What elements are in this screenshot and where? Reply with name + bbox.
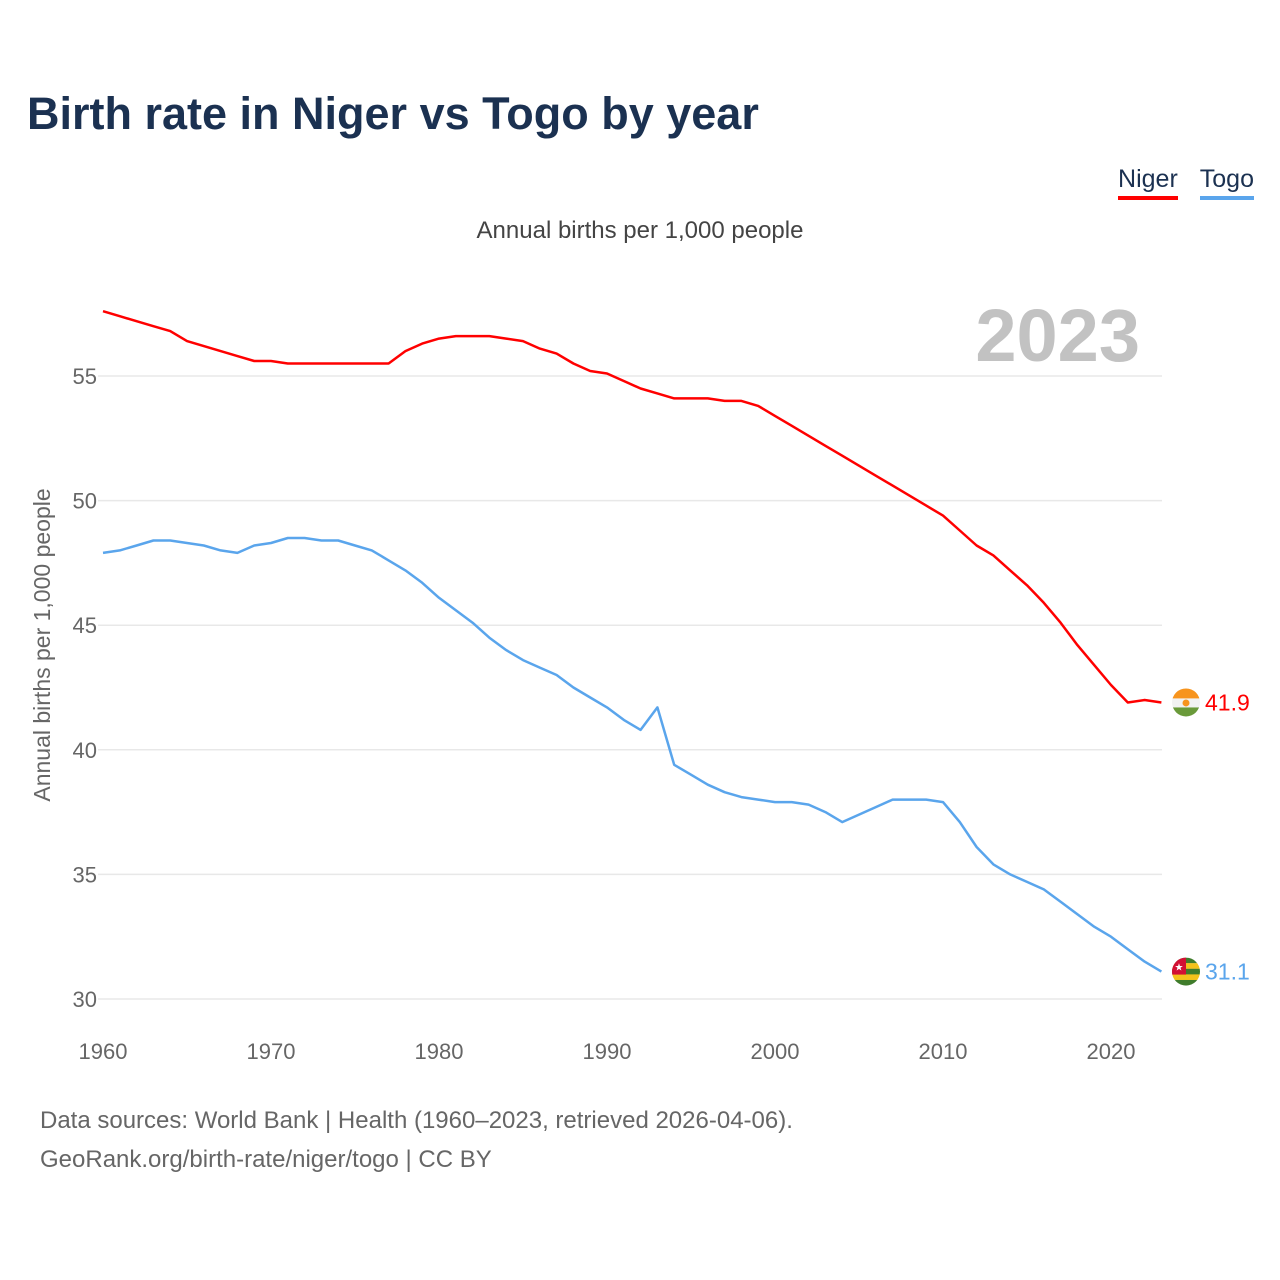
footer-sources: Data sources: World Bank | Health (1960–… [40,1107,793,1134]
togo-flag-icon: ★ [1172,957,1200,986]
chart-title: Birth rate in Niger vs Togo by year [27,88,759,139]
footer-credit[interactable]: GeoRank.org/birth-rate/niger/togo | CC B… [40,1146,492,1173]
y-tick-label: 45 [73,613,97,638]
x-tick-label: 1980 [415,1039,464,1064]
end-value-label-niger: 41.9 [1205,689,1250,715]
svg-text:★: ★ [1175,963,1184,974]
end-value-label-togo: 31.1 [1205,959,1250,985]
x-tick-label: 2020 [1087,1039,1136,1064]
legend-niger[interactable]: Niger [1118,165,1178,200]
y-tick-label: 35 [73,862,97,887]
y-tick-label: 40 [73,738,97,763]
niger-flag-icon [1172,688,1200,717]
y-tick-label: 55 [73,364,97,389]
legend-togo[interactable]: Togo [1199,165,1254,200]
chart-subtitle: Annual births per 1,000 people [476,217,804,244]
y-tick-label: 50 [73,489,97,514]
x-tick-label: 1990 [583,1039,632,1064]
series-line-togo [102,536,1163,973]
legend: Niger Togo [1118,165,1254,200]
x-tick-label: 2000 [751,1039,800,1064]
year-watermark: 2023 [975,294,1140,377]
series-line-niger [102,310,1162,704]
y-axis-label: Annual births per 1,000 people [29,488,55,801]
x-tick-label: 1970 [247,1039,296,1064]
x-tick-label: 1960 [79,1039,128,1064]
y-tick-label: 30 [73,987,97,1012]
x-tick-label: 2010 [919,1039,968,1064]
